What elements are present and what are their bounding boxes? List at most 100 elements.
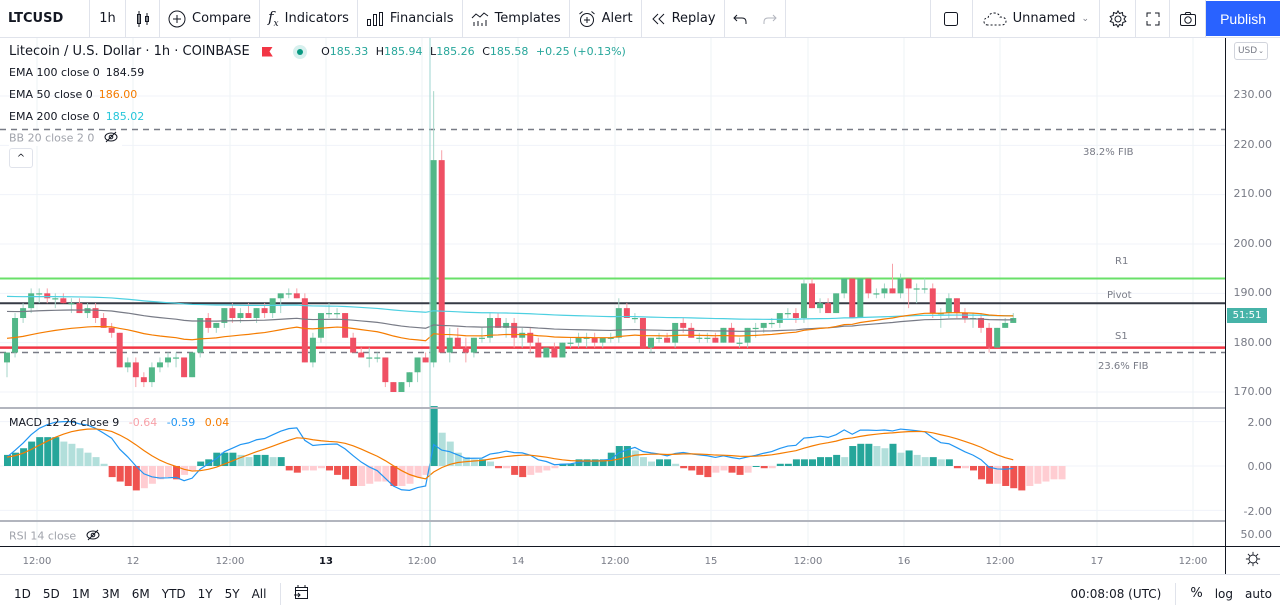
chart-settings-button[interactable] (1225, 546, 1280, 574)
bar-chart-icon (366, 11, 384, 27)
time-tick: 16 (897, 556, 911, 567)
price-tick: 180.00 (1233, 336, 1273, 349)
indicators-button[interactable]: fx Indicators (260, 0, 358, 37)
time-tick: 15 (704, 556, 718, 567)
ema50-legend[interactable]: EMA 50 close 0 186.00 (9, 88, 138, 101)
eye-hidden-icon[interactable] (104, 131, 118, 146)
auto-scale-toggle[interactable]: auto (1244, 586, 1272, 601)
chart-style-button[interactable] (126, 0, 160, 37)
bb-legend[interactable]: BB 20 close 2 0 (9, 131, 122, 146)
range-5d[interactable]: 5D (42, 586, 60, 601)
r1-label: R1 (1115, 256, 1129, 267)
chart-canvas[interactable] (0, 38, 1225, 546)
time-tick: 12:00 (985, 556, 1015, 567)
compare-label: Compare (192, 11, 251, 26)
alert-button[interactable]: Alert (570, 0, 642, 37)
time-tick: 12 (126, 556, 140, 567)
macd-tick: -2.00 (1243, 505, 1272, 518)
main-legend: Litecoin / U.S. Dollar · 1h · COINBASE O… (9, 44, 630, 59)
time-tick: 14 (511, 556, 525, 567)
range-3m[interactable]: 3M (101, 586, 120, 601)
range-6m[interactable]: 6M (131, 586, 150, 601)
ema100-legend[interactable]: EMA 100 close 0 184.59 (9, 66, 145, 79)
time-tick: 12:00 (407, 556, 437, 567)
currency-button[interactable]: USD ⌄ (1234, 42, 1268, 60)
replay-button[interactable]: Replay (642, 0, 725, 37)
time-tick: 12:00 (22, 556, 52, 567)
cloud-icon (983, 11, 1007, 27)
time-axis[interactable]: 12:00 12 12:00 13 12:00 14 12:00 15 12:00 16 12:00… (0, 546, 1225, 574)
undo-button[interactable] (725, 0, 755, 37)
fullscreen-button[interactable] (1136, 0, 1171, 37)
price-tick: 220.00 (1233, 138, 1273, 151)
candlestick-icon (135, 10, 151, 28)
pane-divider-rsi[interactable] (0, 520, 1280, 522)
time-tick: 17 (1090, 556, 1104, 567)
price-axis[interactable]: USD ⌄ 230.00 220.00 210.00 200.00 190.00 … (1225, 38, 1280, 546)
rsi-tick: 50.00 (1240, 528, 1273, 541)
snapshot-button[interactable] (1170, 0, 1207, 37)
alert-label: Alert (601, 11, 633, 26)
gear-icon (1245, 551, 1261, 571)
time-tick: 12:00 (1178, 556, 1208, 567)
interval-button[interactable]: 1h (90, 0, 126, 37)
log-scale-toggle[interactable]: log (1214, 586, 1233, 601)
pane-divider-macd[interactable] (0, 407, 1280, 409)
chevron-down-icon: ⌄ (1258, 47, 1265, 55)
market-status-dot-icon (292, 44, 307, 59)
range-1d[interactable]: 1D (14, 586, 31, 601)
range-1m[interactable]: 1M (71, 586, 90, 601)
templates-icon (471, 11, 489, 27)
fib-236-label: 23.6% FIB (1098, 361, 1149, 372)
top-toolbar: LTCUSD 1h Compare fx Indicators Financia… (0, 0, 1280, 38)
toolbar-spacer (786, 0, 931, 37)
collapse-legend-button[interactable]: ^ (9, 148, 33, 168)
ema200-legend[interactable]: EMA 200 close 0 185.02 (9, 110, 145, 123)
financials-label: Financials (389, 11, 454, 26)
templates-button[interactable]: Templates (463, 0, 570, 37)
eye-hidden-icon[interactable] (86, 529, 100, 544)
time-tick: 12:00 (793, 556, 823, 567)
publish-button[interactable]: Publish (1206, 1, 1280, 36)
financials-button[interactable]: Financials (358, 0, 463, 37)
macd-signal-value: 0.04 (204, 416, 230, 429)
range-ytd[interactable]: YTD (161, 586, 186, 601)
go-to-date-button[interactable] (289, 584, 313, 603)
compare-button[interactable]: Compare (160, 0, 260, 37)
price-tick: 230.00 (1233, 88, 1273, 101)
time-tick: 12:00 (215, 556, 245, 567)
range-5y[interactable]: 5Y (224, 586, 240, 601)
rsi-legend[interactable]: RSI 14 close (9, 529, 100, 544)
select-layout-button[interactable] (931, 0, 973, 37)
layout-name-button[interactable]: Unnamed ⌄ (973, 0, 1101, 37)
redo-button[interactable] (755, 0, 786, 37)
fib-382-label: 38.2% FIB (1083, 147, 1134, 158)
clock-timezone-button[interactable]: 00:08:08 (UTC) (1070, 586, 1162, 601)
indicators-label: Indicators (284, 11, 349, 26)
price-tick: 170.00 (1233, 385, 1273, 398)
square-icon (943, 11, 959, 27)
expand-icon (1146, 12, 1160, 26)
price-tick: 200.00 (1233, 237, 1273, 250)
range-all[interactable]: All (251, 586, 267, 601)
macd-tick: 2.00 (1247, 416, 1273, 429)
price-tick: 190.00 (1233, 286, 1273, 299)
macd-hist-value: -0.64 (128, 416, 158, 429)
macd-tick: 0.00 (1247, 460, 1273, 473)
alarm-clock-icon (578, 10, 596, 28)
time-tick: 13 (319, 556, 333, 567)
macd-legend[interactable]: MACD 12 26 close 9 -0.64 -0.59 0.04 (9, 416, 230, 429)
chevron-up-icon: ^ (16, 152, 26, 164)
undo-icon (732, 13, 747, 25)
range-1y[interactable]: 1Y (197, 586, 213, 601)
time-tick: 12:00 (600, 556, 630, 567)
ohlc-values: O185.33 H185.94 L185.26 C185.58 +0.25 (+… (321, 45, 626, 58)
percent-scale-toggle[interactable]: % (1190, 586, 1203, 601)
function-icon: fx (267, 8, 279, 29)
templates-label: Templates (494, 11, 561, 26)
chart-plot[interactable] (0, 38, 1225, 546)
flag-icon[interactable] (261, 46, 273, 57)
pivot-label: Pivot (1107, 290, 1132, 301)
settings-button[interactable] (1100, 0, 1137, 37)
symbol-search-button[interactable]: LTCUSD (0, 0, 90, 37)
